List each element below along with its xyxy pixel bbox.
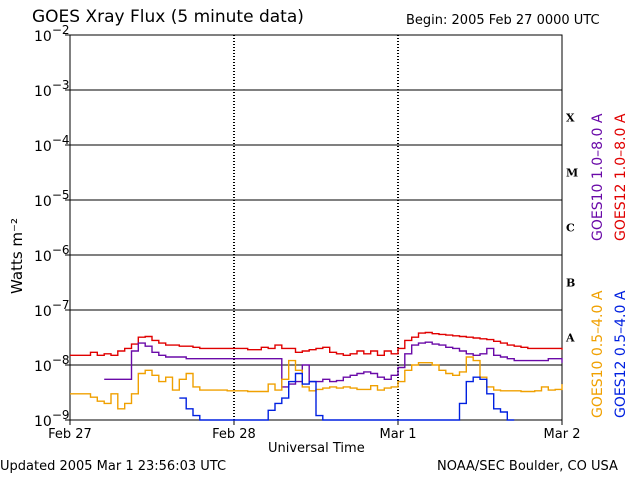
decade-gridlines [70,89,562,366]
flare-class-a: A [565,332,575,345]
flare-class-labels: X M C B A [565,112,578,345]
series-line-3 [179,372,515,421]
updated-timestamp: Updated 2005 Mar 1 23:56:03 UTC [0,459,227,474]
y-tick-label-1e-9: 10−9 [34,408,70,430]
x-tick-label-0: Feb 27 [48,427,92,442]
x-tick-labels: Feb 27 Feb 28 Mar 1 Mar 2 [48,420,580,442]
series-line-2 [70,356,563,410]
flare-class-c: C [566,222,575,235]
legend-goes10-long: GOES10 1.0–8.0 A [590,113,606,241]
series-line-0 [70,331,563,356]
flare-class-x: X [566,112,575,125]
series-lines [70,331,563,421]
plot-border [69,34,563,421]
flare-class-m: M [566,167,578,180]
series-line-1 [104,341,563,388]
begin-timestamp: Begin: 2005 Feb 27 0000 UTC [406,13,600,28]
x-tick-label-2: Mar 1 [380,427,417,442]
y-tick-label-1e-2: 10−2 [34,23,70,45]
y-tick-label-1e-5: 10−5 [34,188,70,210]
day-dividers [233,35,399,420]
y-tick-label-1e-3: 10−3 [34,78,70,100]
legend-goes12-short: GOES12 0.5–4.0 A [613,290,629,418]
x-axis-label: Universal Time [268,441,365,456]
y-tick-label-1e-4: 10−4 [34,133,70,155]
plot-frame [69,34,563,421]
y-tick-label-1e-8: 10−8 [34,353,70,375]
data-source: NOAA/SEC Boulder, CO USA [437,459,618,474]
y-tick-labels: 10−2 10−3 10−4 10−5 10−6 10−7 10−8 10−9 [34,23,70,430]
x-tick-label-3: Mar 2 [544,427,581,442]
x-tick-label-1: Feb 28 [212,427,256,442]
legend-goes12-long: GOES12 1.0–8.0 A [613,113,629,241]
chart-title: GOES Xray Flux (5 minute data) [32,7,304,27]
legend-goes10-short: GOES10 0.5–4.0 A [590,290,606,418]
y-tick-label-1e-6: 10−6 [34,243,70,265]
flare-class-b: B [566,277,575,290]
y-tick-label-1e-7: 10−7 [34,298,70,320]
